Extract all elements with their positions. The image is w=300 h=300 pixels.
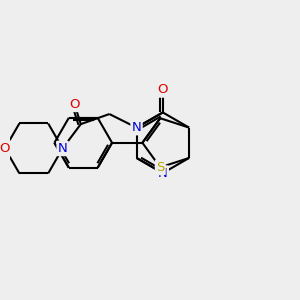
Text: N: N [158, 167, 168, 180]
Text: S: S [156, 161, 164, 174]
Text: N: N [132, 121, 141, 134]
Text: O: O [0, 142, 10, 155]
Text: O: O [69, 98, 80, 111]
Text: N: N [58, 142, 68, 155]
Text: O: O [158, 83, 168, 96]
